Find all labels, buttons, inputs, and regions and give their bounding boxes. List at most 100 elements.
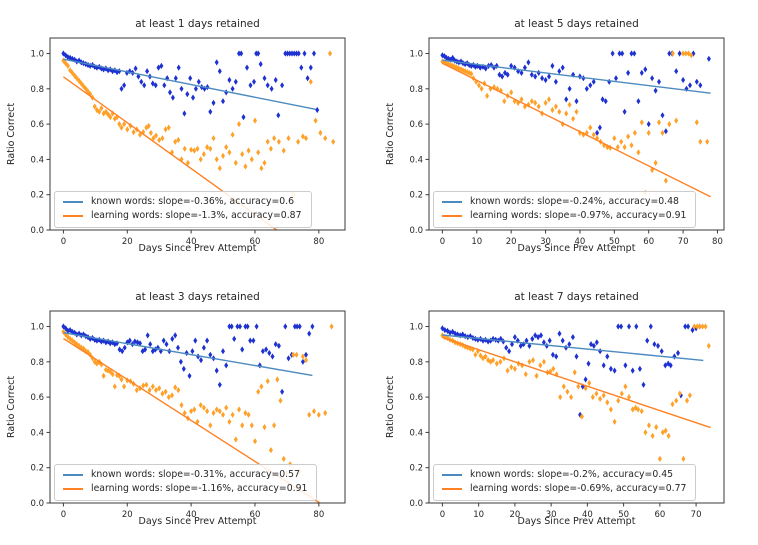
x-axis-label: Days Since Prev Attempt: [138, 243, 257, 254]
x-tick-label: 20: [509, 510, 520, 520]
axes-spines: [49, 310, 346, 504]
legend-label: known words: slope=-0.24%, accuracy=0.48: [470, 196, 679, 207]
x-tick-label: 60: [250, 237, 261, 247]
y-tick-label: 0.2: [409, 464, 423, 474]
x-tick-label: 80: [313, 510, 324, 520]
x-tick-label: 0: [440, 510, 445, 520]
y-tick-label: 0.4: [409, 428, 423, 438]
legend-row-known-words: known words: slope=-0.2%, accuracy=0.45: [442, 468, 686, 482]
legend-label: known words: slope=-0.31%, accuracy=0.57: [91, 469, 300, 480]
legend-row-known-words: known words: slope=-0.31%, accuracy=0.57: [63, 468, 307, 482]
x-tick-label: 70: [678, 237, 689, 247]
y-tick-label: 0.6: [409, 120, 423, 130]
legend-row-learning-words: learning words: slope=-1.3%, accuracy=0.…: [63, 209, 302, 223]
y-tick-label: 0.0: [409, 499, 423, 509]
plot-title: at least 5 days retained: [514, 18, 639, 30]
x-tick-label: 20: [506, 237, 517, 247]
y-tick-label: 0.8: [30, 358, 44, 368]
subplot-at-least-5-days: at least 5 days retained Ratio Correct 0…: [379, 0, 758, 272]
y-tick-label: 0.2: [30, 464, 44, 474]
axes-spines: [49, 37, 346, 231]
known-words-points: [61, 323, 315, 395]
plot-title: at least 7 days retained: [514, 291, 639, 303]
x-tick-label: 50: [609, 237, 620, 247]
x-axis-label: Days Since Prev Attempt: [517, 243, 636, 254]
legend-row-known-words: known words: slope=-0.24%, accuracy=0.48: [442, 195, 686, 209]
known-words-trend-line: [442, 59, 711, 94]
legend: known words: slope=-0.36%, accuracy=0.6 …: [54, 191, 312, 228]
x-tick-label: 60: [250, 510, 261, 520]
x-tick-label: 20: [122, 510, 133, 520]
known-words-points: [440, 323, 702, 418]
x-tick-label: 70: [691, 510, 702, 520]
y-tick-label: 0.8: [30, 85, 44, 95]
x-axis-label: Days Since Prev Attempt: [517, 516, 636, 527]
known-words-trend-line: [63, 332, 313, 377]
learning-words-trend-line: [442, 336, 711, 429]
legend: known words: slope=-0.2%, accuracy=0.45 …: [433, 464, 697, 501]
x-tick-label: 50: [618, 510, 629, 520]
y-tick-label: 0.4: [30, 155, 44, 165]
y-tick-label: 0.6: [30, 393, 44, 403]
legend: known words: slope=-0.31%, accuracy=0.57…: [54, 464, 318, 501]
plot-canvas: 0 20 40 60 80 0.0 0.2 0.4 0.6 0.8 1.0: [30, 310, 346, 520]
x-tick-label: 30: [546, 510, 557, 520]
known-words-line-swatch: [63, 201, 83, 203]
x-tick-label: 80: [712, 237, 723, 247]
known-words-trend-line: [63, 58, 316, 110]
x-tick-label: 0: [440, 237, 445, 247]
known-words-line-swatch: [63, 474, 83, 476]
y-tick-label: 0.4: [30, 428, 44, 438]
plot-canvas: 0 10 20 30 40 50 60 70 80 0.0 0.2 0.4 0.6 0.8 1.0: [409, 37, 725, 247]
learning-words-line-swatch: [63, 488, 83, 490]
x-tick-label: 60: [654, 510, 665, 520]
subplot-at-least-1-days: at least 1 days retained Ratio Correct 0…: [0, 0, 379, 272]
axes-spines: [428, 37, 725, 231]
known-words-trend-line: [442, 334, 704, 362]
known-words-points: [61, 50, 320, 121]
y-tick-label: 0.0: [30, 226, 44, 236]
known-words-line-swatch: [442, 201, 462, 203]
x-tick-label: 10: [471, 237, 482, 247]
plot-title: at least 3 days retained: [135, 291, 260, 303]
learning-words-points: [61, 50, 336, 198]
subplot-at-least-7-days: at least 7 days retained Ratio Correct 0…: [379, 273, 758, 545]
x-tick-label: 40: [186, 510, 197, 520]
y-tick-label: 0.6: [409, 393, 423, 403]
legend-label: known words: slope=-0.36%, accuracy=0.6: [91, 196, 295, 207]
axes-spines: [428, 310, 725, 504]
y-tick-label: 0.0: [409, 226, 423, 236]
learning-words-trend-line: [442, 62, 711, 198]
x-tick-label: 40: [575, 237, 586, 247]
y-tick-label: 0.8: [409, 358, 423, 368]
plot-title: at least 1 days retained: [135, 18, 260, 30]
legend-row-learning-words: learning words: slope=-1.16%, accuracy=0…: [63, 482, 307, 496]
legend-label: known words: slope=-0.2%, accuracy=0.45: [470, 469, 674, 480]
legend: known words: slope=-0.24%, accuracy=0.48…: [433, 191, 697, 228]
legend-label: learning words: slope=-0.97%, accuracy=0…: [470, 210, 687, 221]
legend-label: learning words: slope=-1.3%, accuracy=0.…: [91, 210, 302, 221]
learning-words-points: [440, 50, 710, 197]
x-tick-label: 80: [313, 237, 324, 247]
x-tick-label: 20: [122, 237, 133, 247]
y-tick-label: 0.2: [30, 191, 44, 201]
legend-label: learning words: slope=-0.69%, accuracy=0…: [470, 483, 687, 494]
learning-words-line-swatch: [442, 488, 462, 490]
x-tick-label: 10: [473, 510, 484, 520]
plot-canvas: 0 20 40 60 80 0.0 0.2 0.4 0.6 0.8 1.0: [30, 37, 346, 247]
x-tick-label: 0: [61, 510, 66, 520]
x-tick-label: 30: [540, 237, 551, 247]
learning-words-points: [440, 323, 711, 462]
x-tick-label: 0: [61, 237, 66, 247]
learning-words-points: [61, 323, 334, 477]
y-tick-label: 1.0: [30, 323, 44, 333]
legend-row-learning-words: learning words: slope=-0.69%, accuracy=0…: [442, 482, 686, 496]
legend-label: learning words: slope=-1.16%, accuracy=0…: [91, 483, 308, 494]
x-tick-label: 60: [643, 237, 654, 247]
y-tick-label: 1.0: [409, 323, 423, 333]
x-tick-label: 40: [582, 510, 593, 520]
known-words-line-swatch: [442, 474, 462, 476]
y-tick-label: 1.0: [30, 50, 44, 60]
y-tick-label: 0.6: [30, 120, 44, 130]
